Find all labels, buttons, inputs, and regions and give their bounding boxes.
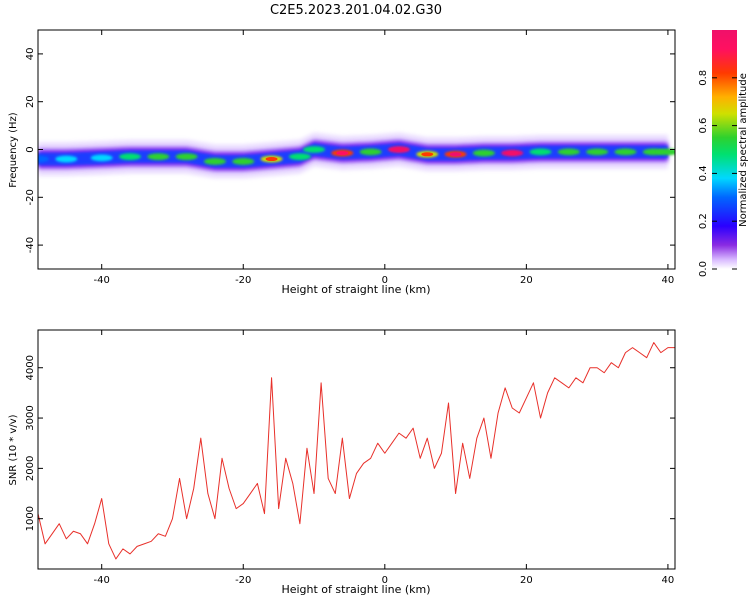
- colorbar-label: Normalized spectral amplitude: [738, 73, 749, 227]
- snr-x-tick-label: 20: [520, 575, 533, 586]
- colorbar-tick-label: 0.4: [698, 165, 709, 181]
- spectrogram-cell: [614, 148, 637, 156]
- colorbar-tick-label: 0.6: [698, 118, 709, 134]
- spectrogram-cell: [38, 155, 49, 163]
- spectrogram-x-axis: -40 -20 0 20 40: [94, 30, 675, 286]
- snr-x-label: Height of straight line (km): [281, 583, 430, 596]
- snr-y-tick-label: 2000: [25, 456, 36, 481]
- spectrogram-cell: [119, 153, 142, 161]
- spectrogram-y-tick-label: -40: [25, 237, 36, 253]
- spectrogram-heatmap: [38, 132, 675, 179]
- snr-y-tick-label: 1000: [25, 506, 36, 531]
- snr-x-axis: -40 -20 0 20 40: [94, 330, 675, 586]
- figure-title: C2E5.2023.201.04.02.G30: [270, 3, 442, 18]
- snr-y-tick-label: 3000: [25, 405, 36, 430]
- snr-x-tick-label: -20: [235, 575, 251, 586]
- spectrogram-y-tick-label: 20: [25, 95, 36, 108]
- spectrogram-cell: [288, 153, 311, 161]
- snr-y-label: SNR (10 * v/v): [8, 414, 19, 485]
- spectrogram-cell: [55, 155, 78, 163]
- spectrogram-cell: [656, 148, 675, 156]
- spectrogram-y-axis: -40 -20 0 20 40: [25, 48, 675, 253]
- colorbar-ticks: 0.0 0.2 0.4 0.6 0.8: [698, 70, 737, 277]
- spectrogram-cell: [175, 153, 198, 161]
- spectrogram-cell: [303, 146, 326, 153]
- spectrogram-peak: [506, 151, 519, 156]
- spectrogram-cell: [232, 158, 255, 165]
- spectrogram-y-tick-label: 0: [25, 146, 36, 152]
- spectrogram-x-tick-label: 0: [382, 275, 388, 286]
- snr-y-axis: 1000 2000 3000 4000: [25, 355, 675, 531]
- snr-frame: [37, 329, 676, 570]
- spectrogram-cell: [147, 153, 170, 161]
- spectrogram-y-label: Frequency (Hz): [8, 112, 19, 188]
- spectrogram-cell: [90, 154, 113, 162]
- spectrogram-x-label: Height of straight line (km): [281, 283, 430, 296]
- snr-x-tick-label: -40: [94, 575, 110, 586]
- spectrogram-cell: [359, 148, 382, 156]
- spectrogram-x-tick-label: -20: [235, 275, 251, 286]
- spectrogram-peak: [336, 151, 349, 156]
- colorbar-tick-label: 0.0: [698, 261, 709, 277]
- spectrogram-peak: [421, 152, 434, 157]
- spectrogram-panel: -40 -20 0 20 40 -40 -20 0 20 40 Height of straig…: [8, 29, 676, 296]
- spectrogram-y-tick-label: 40: [25, 48, 36, 61]
- colorbar-tick-label: 0.2: [698, 213, 709, 229]
- spectrogram-cell: [203, 158, 226, 165]
- snr-x-tick-label: 40: [662, 575, 675, 586]
- spectrogram-x-tick-label: 20: [520, 275, 533, 286]
- spectrogram-peak: [449, 152, 462, 157]
- spectrogram-x-tick-label: 40: [662, 275, 675, 286]
- snr-series-line: [38, 342, 675, 560]
- colorbar-gradient: [712, 30, 737, 269]
- snr-panel: -40 -20 0 20 40 1000 2000 3000 4000 Height of s…: [8, 329, 676, 596]
- spectrogram-cell: [586, 148, 609, 156]
- spectrogram-cell: [529, 148, 552, 156]
- snr-y-tick-label: 4000: [25, 355, 36, 380]
- spectrogram-peak: [265, 157, 278, 162]
- spectrogram-peak: [392, 147, 405, 152]
- snr-x-tick-label: 0: [382, 575, 388, 586]
- spectrogram-cell: [557, 148, 580, 156]
- spectrogram-cell: [472, 149, 495, 157]
- colorbar-tick-label: 0.8: [698, 70, 709, 86]
- spectrogram-band-2: [38, 143, 668, 168]
- spectrogram-x-tick-label: -40: [94, 275, 110, 286]
- spectrogram-y-tick-label: -20: [25, 189, 36, 205]
- colorbar: 0.0 0.2 0.4 0.6 0.8 Normalized spectral ampl…: [698, 30, 749, 277]
